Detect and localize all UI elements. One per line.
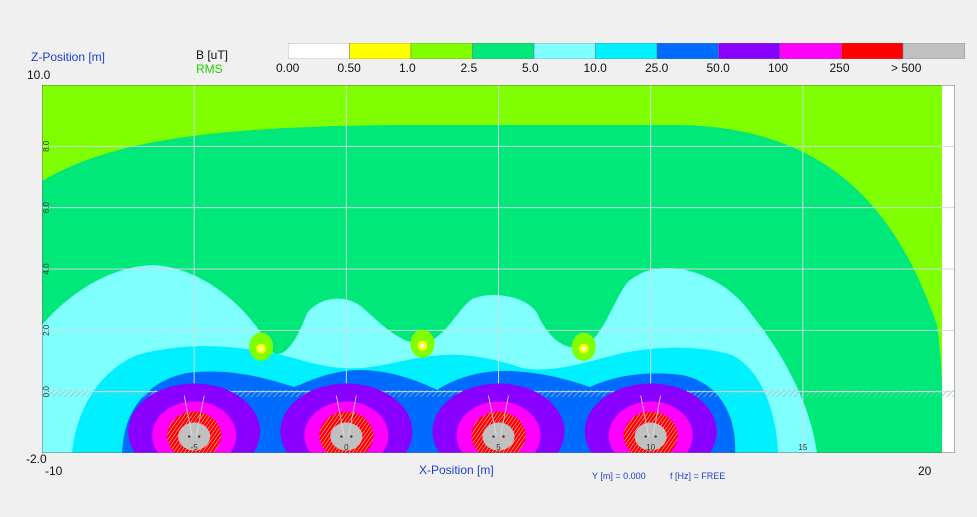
x-axis-title: X-Position [m] <box>419 463 494 477</box>
legend-label: 250 <box>829 61 850 75</box>
x-tick-label: 10 <box>646 443 655 452</box>
field-line <box>347 395 357 437</box>
legend-label: 1.0 <box>399 61 416 75</box>
cable-source <box>280 383 413 453</box>
x-tick-label: -5 <box>191 443 199 452</box>
x-tick-label: 0 <box>344 443 349 452</box>
band-gray <box>330 422 363 451</box>
legend-swatch <box>533 43 596 59</box>
field-line <box>335 395 345 437</box>
color-legend <box>288 43 965 59</box>
y-tick-label: 8.0 <box>42 140 51 152</box>
unit-label: B [uT] <box>196 48 229 62</box>
x-left-label: -10 <box>45 464 63 478</box>
field-minimum <box>249 332 274 361</box>
band-white-spot <box>259 346 264 351</box>
legend-swatch <box>656 43 719 59</box>
legend-swatch <box>841 43 904 59</box>
field-line <box>488 395 497 437</box>
legend-label: 2.5 <box>460 61 478 75</box>
legend-label: 25.0 <box>645 61 669 75</box>
legend-label: 0.50 <box>337 61 361 75</box>
conductor-dot <box>654 435 657 438</box>
band-gray <box>482 422 515 451</box>
cable-source <box>128 383 261 453</box>
field-minimum <box>410 329 435 358</box>
y-tick-label: 6.0 <box>42 202 51 214</box>
conductor-dot <box>187 435 191 438</box>
frequency-info: f [Hz] = FREE <box>670 471 726 481</box>
y-top-label: 10.0 <box>27 68 51 82</box>
legend-swatch <box>288 43 350 59</box>
band-white-spot <box>581 346 586 351</box>
legend-swatch <box>779 43 842 59</box>
x-tick-label: 5 <box>496 443 501 452</box>
field-line <box>652 395 662 437</box>
cable-source <box>432 383 565 453</box>
x-right-label: 20 <box>918 464 932 478</box>
band-gray <box>634 422 667 451</box>
y-position-info: Y [m] = 0.000 <box>592 471 646 481</box>
field-minimum <box>571 332 596 361</box>
legend-label: > 500 <box>891 61 922 75</box>
y-tick-label: 2.0 <box>42 324 51 336</box>
conductor-dot <box>502 435 505 438</box>
conductor-dot <box>492 435 495 438</box>
field-line <box>640 395 650 437</box>
band-gray <box>178 422 211 451</box>
conductor-dot <box>350 435 353 438</box>
band-white-spot <box>420 343 425 348</box>
legend-label: 0.00 <box>276 61 300 75</box>
y-tick-label: 0.0 <box>42 386 51 398</box>
z-axis-title: Z-Position [m] <box>31 50 106 64</box>
legend-label: 100 <box>768 61 789 75</box>
rms-label: RMS <box>196 62 223 76</box>
field-line <box>183 395 193 437</box>
conductor-dot <box>340 435 343 438</box>
field-line <box>195 395 205 437</box>
legend-label: 50.0 <box>706 61 730 75</box>
legend-swatch <box>349 43 412 59</box>
field-plot: 8.0 6.0 4.0 2.0 0.0 -5 0 5 10 15 <box>42 85 955 453</box>
conductor-dot <box>644 435 647 438</box>
legend-swatch <box>718 43 781 59</box>
conductor-dot <box>197 435 201 438</box>
legend-label: 10.0 <box>583 61 607 75</box>
legend-label: 5.0 <box>522 61 539 75</box>
x-tick-label: 15 <box>798 443 807 452</box>
cable-source <box>584 383 717 453</box>
legend-swatch <box>472 43 535 59</box>
y-tick-label: 4.0 <box>42 263 51 275</box>
field-line <box>500 395 509 437</box>
legend-swatch <box>902 43 965 59</box>
legend-swatch <box>595 43 658 59</box>
y-bottom-label: -2.0 <box>26 452 47 466</box>
legend-swatch <box>410 43 473 59</box>
